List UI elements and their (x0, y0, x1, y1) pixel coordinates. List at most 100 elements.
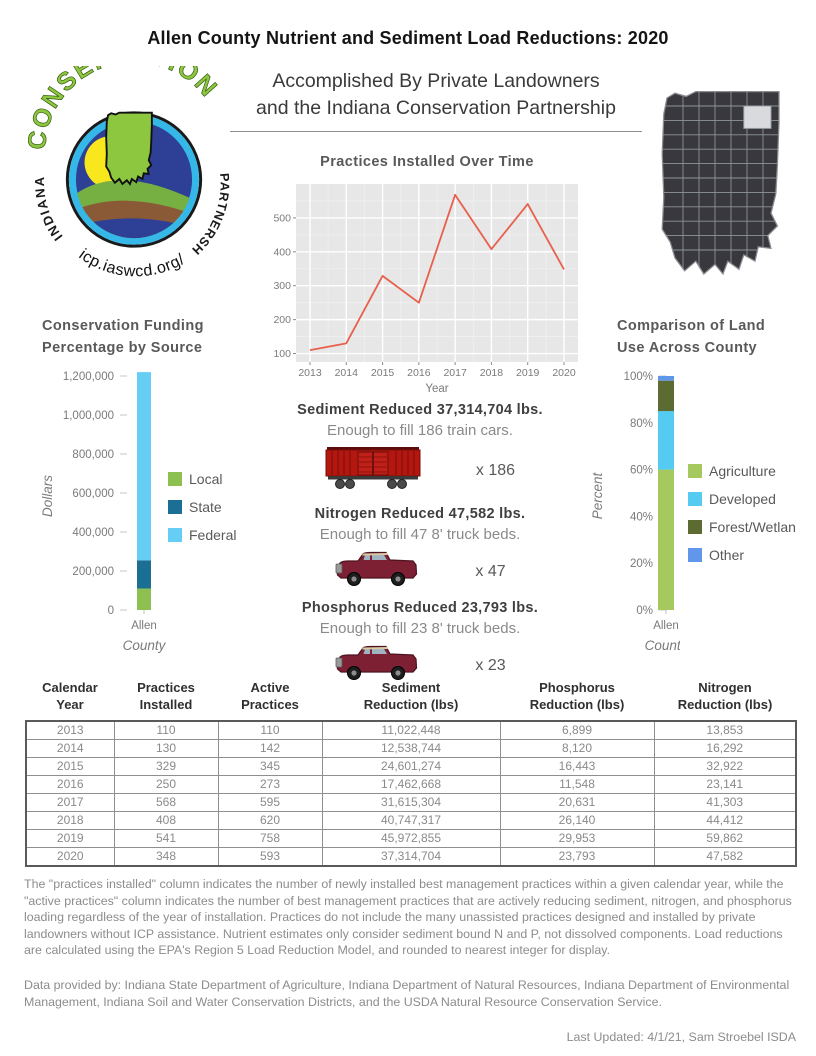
table-cell: 2015 (25, 756, 115, 776)
svg-text:0: 0 (108, 605, 114, 617)
svg-text:Year: Year (425, 383, 448, 395)
landuse-chart: Comparison of Land Use Across County 0% 2… (590, 316, 816, 653)
landuse-chart-title: Comparison of Land Use Across County (617, 318, 766, 356)
column-header: Sediment Reduction (lbs) (363, 680, 459, 712)
table-cell: 11,548 (499, 774, 655, 794)
legend-item-local: Local (168, 471, 236, 487)
svg-text:2017: 2017 (443, 367, 467, 379)
legend-item-agriculture: Agriculture (688, 463, 796, 479)
svg-text:200: 200 (273, 314, 291, 326)
svg-text:2020: 2020 (552, 367, 576, 379)
legend-item-federal: Federal (168, 527, 236, 543)
svg-text:200,000: 200,000 (72, 566, 114, 578)
table-cell: 758 (217, 828, 323, 848)
nitrogen-heading: Nitrogen Reduced 47,582 lbs. (314, 506, 526, 522)
svg-text:800,000: 800,000 (72, 449, 114, 461)
table-cell: 348 (113, 846, 219, 867)
practices-line-chart: Practices Installed Over Time 100 200 300 4… (270, 152, 584, 401)
table-cell: 26,140 (499, 810, 655, 830)
table-cell: 273 (217, 774, 323, 794)
table-cell: 8,120 (499, 738, 655, 758)
svg-text:100: 100 (273, 348, 291, 360)
svg-text:icp.iaswcd.org/: icp.iaswcd.org/ (76, 245, 188, 280)
sediment-detail: Enough to fill 186 train cars. (327, 422, 513, 439)
logo-url-text: icp.iaswcd.org/ (76, 245, 188, 280)
table-cell: 16,443 (499, 756, 655, 776)
landuse-chart-plot: 0% 20% 40% 60% 80% 100% Allen County Percent (590, 346, 689, 661)
table-cell: 32,922 (653, 756, 797, 776)
table-row: 2013 110 110 11,022,448 6,899 13,853 (25, 720, 797, 740)
legend-swatch (168, 500, 182, 514)
svg-text:County: County (645, 638, 680, 653)
funding-chart-title: Conservation Funding Percentage by Sourc… (42, 318, 204, 356)
table-cell: 142 (217, 738, 323, 758)
column-header: Active Practices (241, 680, 299, 712)
table-cell: 17,462,668 (321, 774, 501, 794)
svg-text:60%: 60% (630, 465, 653, 477)
phosphorus-reduction-block: Phosphorus Reduced 23,793 lbs. Enough to… (250, 600, 590, 688)
table-cell: 595 (217, 792, 323, 812)
funding-chart-plot: 0 200,000 400,000 600,000 800,000 1,000,000 1,… (18, 346, 178, 661)
table-cell: 568 (113, 792, 219, 812)
table-cell: 20,631 (499, 792, 655, 812)
legend-swatch (688, 464, 702, 478)
table-cell: 2013 (25, 720, 115, 740)
svg-text:20%: 20% (630, 558, 653, 570)
svg-text:600,000: 600,000 (72, 488, 114, 500)
table-cell: 6,899 (499, 720, 655, 740)
legend-item-developed: Developed (688, 491, 796, 507)
nitrogen-multiplier: x 47 (475, 562, 506, 580)
legend-swatch (688, 548, 702, 562)
svg-text:1,000,000: 1,000,000 (63, 410, 114, 422)
table-cell: 329 (113, 756, 219, 776)
svg-text:Dollars: Dollars (40, 475, 55, 517)
subtitle: Accomplished By Private Landowners and t… (230, 68, 642, 132)
table-cell: 31,615,304 (321, 792, 501, 812)
sediment-heading: Sediment Reduced 37,314,704 lbs. (297, 402, 543, 418)
table-cell: 47,582 (653, 846, 797, 867)
svg-text:0%: 0% (636, 605, 653, 617)
line-chart-plot: 100 200 300 400 500 2013 2014 2015 2016 2017 2018 2… (270, 178, 584, 401)
svg-text:2013: 2013 (298, 367, 322, 379)
svg-text:100%: 100% (624, 371, 653, 383)
svg-text:400,000: 400,000 (72, 527, 114, 539)
table-row: 2015 329 345 24,601,274 16,443 32,922 (25, 756, 797, 776)
table-cell: 11,022,448 (321, 720, 501, 740)
svg-text:1,200,000: 1,200,000 (63, 371, 114, 383)
legend-item-forest-wetland: Forest/Wetland (688, 519, 796, 535)
sediment-multiplier: x 186 (475, 461, 516, 479)
icp-logo: CONSERVATION INDIANA PARTNERSHIP icp.ias… (22, 39, 240, 289)
svg-text:2019: 2019 (516, 367, 540, 379)
table-cell: 37,314,704 (321, 846, 501, 867)
table-cell: 40,747,317 (321, 810, 501, 830)
legend-swatch (688, 520, 702, 534)
table-cell: 41,303 (653, 792, 797, 812)
icp-logo-icon: CONSERVATION INDIANA PARTNERSHIP icp.ias… (22, 39, 231, 280)
indiana-map-icon (661, 90, 780, 275)
highlighted-county-allen (743, 105, 772, 129)
svg-text:500: 500 (273, 212, 291, 224)
table-cell: 24,601,274 (321, 756, 501, 776)
table-cell: 345 (217, 756, 323, 776)
reduction-table: Calendar Year Practices Installed Active P… (25, 680, 797, 867)
legend-label: State (189, 499, 222, 515)
table-row: 2016 250 273 17,462,668 11,548 23,141 (25, 774, 797, 794)
svg-text:Allen: Allen (131, 620, 157, 632)
legend-label: Local (189, 471, 223, 487)
pickup-truck-icon (334, 549, 420, 594)
table-cell: 23,141 (653, 774, 797, 794)
table-row: 2019 541 758 45,972,855 29,953 59,862 (25, 828, 797, 848)
table-cell: 59,862 (653, 828, 797, 848)
table-row: 2017 568 595 31,615,304 20,631 41,303 (25, 792, 797, 812)
svg-text:Allen: Allen (653, 620, 679, 632)
table-cell: 620 (217, 810, 323, 830)
footnote-paragraph: The "practices installed" column indicat… (24, 877, 792, 957)
legend-label: Forest/Wetland (709, 519, 796, 535)
legend-item-state: State (168, 499, 236, 515)
svg-text:Percent: Percent (590, 471, 605, 519)
table-cell: 110 (113, 720, 219, 740)
table-cell: 16,292 (653, 738, 797, 758)
svg-text:40%: 40% (630, 511, 653, 523)
legend-swatch (168, 528, 182, 542)
pickup-truck-icon (334, 643, 420, 688)
